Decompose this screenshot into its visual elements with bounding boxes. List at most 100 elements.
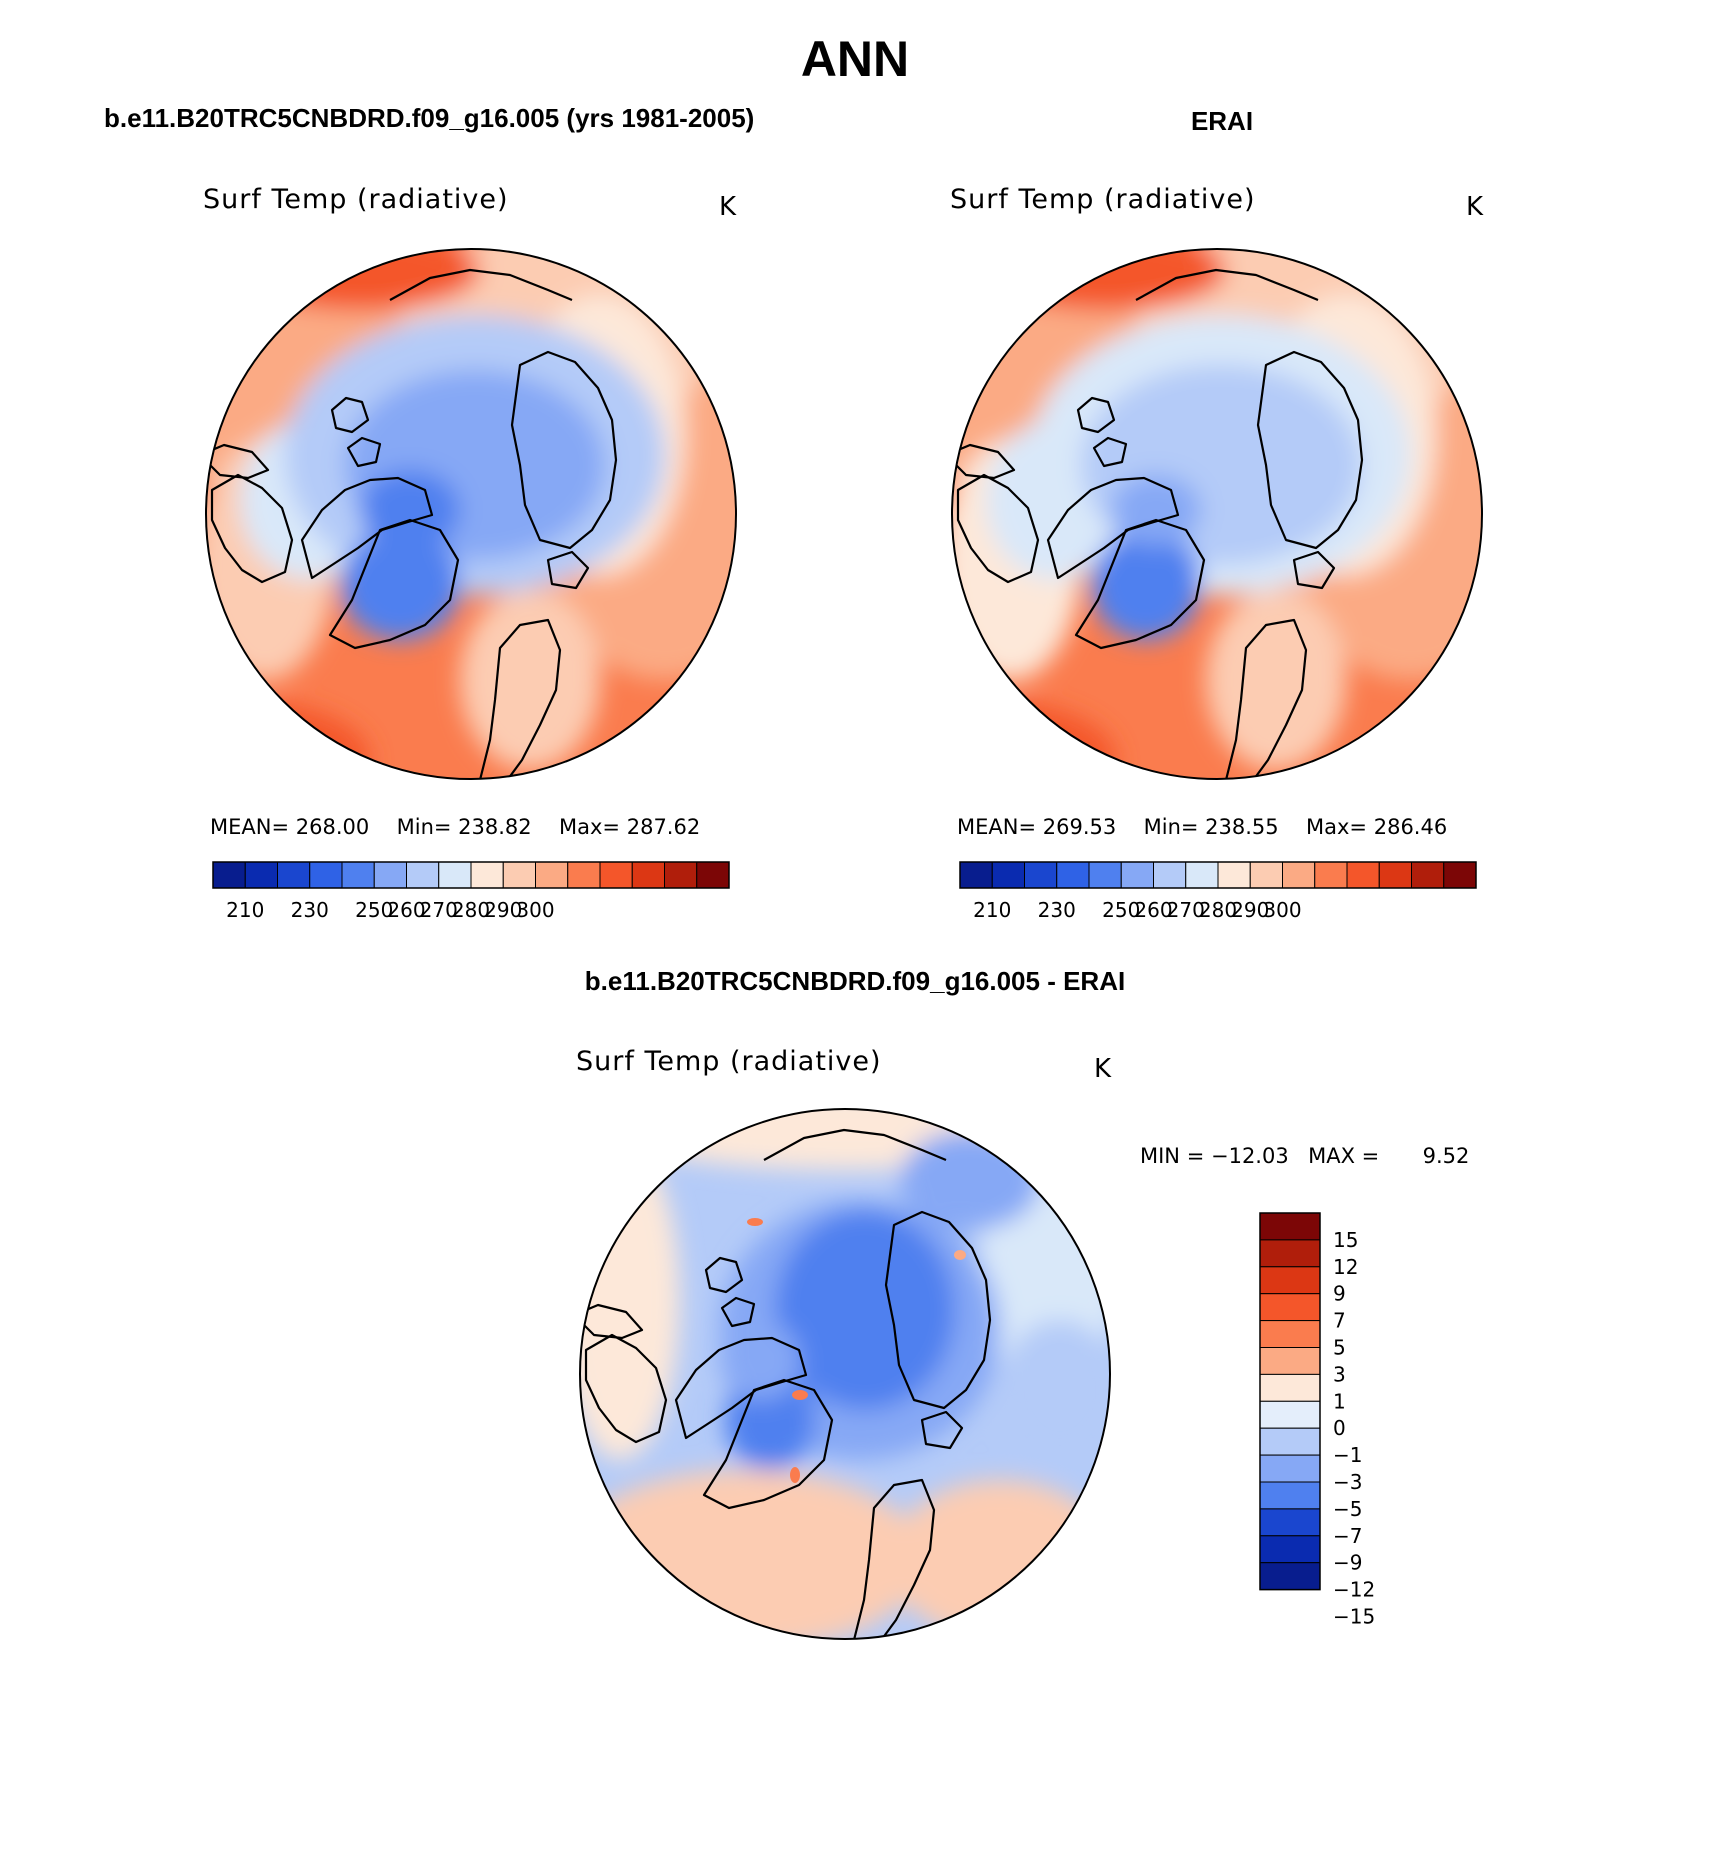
min-label: MIN = — [1140, 1144, 1205, 1168]
colorbar-tick-label: 290 — [1231, 898, 1269, 922]
colorbar-swatch — [599, 861, 633, 889]
colorbar-swatch — [502, 861, 536, 889]
colorbar-tick-label: 1 — [1333, 1389, 1346, 1413]
colorbar-swatch — [1259, 1535, 1321, 1564]
colorbar-tick-label: −7 — [1333, 1524, 1362, 1548]
colorbar-tick-label: 270 — [420, 898, 458, 922]
colorbar-tick-label: 300 — [516, 898, 554, 922]
erai-panel-heading: ERAI — [1190, 106, 1254, 136]
colorbar-swatch — [1249, 861, 1283, 889]
colorbar-swatch — [1443, 861, 1477, 889]
difference-colorbar: 15 12 9 7 53 1 0 −1 −3 −5 −7 −9 −12 −15 — [1259, 1212, 1375, 1629]
colorbar-swatch — [1185, 861, 1219, 889]
colorbar-swatch — [1259, 1508, 1321, 1537]
max-label: Max= — [1306, 815, 1368, 839]
colorbar-swatch — [696, 861, 730, 889]
colorbar-swatch — [1259, 1293, 1321, 1322]
difference-stats: MIN = −12.03 MAX = 9.52 — [1140, 1144, 1469, 1168]
colorbar-tick-label: 7 — [1333, 1309, 1346, 1333]
min-label: Min= — [396, 815, 452, 839]
colorbar-swatch — [438, 861, 472, 889]
colorbar-tick-label: 210 — [973, 898, 1011, 922]
colorbar-tick-label: 280 — [452, 898, 490, 922]
erai-stats: MEAN= 269.53 Min= 238.55 Max= 286.46 — [957, 815, 1447, 839]
colorbar-swatch — [1282, 861, 1316, 889]
erai-units-label: K — [1466, 192, 1484, 222]
colorbar-swatch — [664, 861, 698, 889]
figure-title: ANN — [800, 31, 910, 87]
colorbar-tick-label: 290 — [484, 898, 522, 922]
colorbar-swatch — [1024, 861, 1058, 889]
colorbar-swatch — [1259, 1320, 1321, 1348]
colorbar-swatch — [406, 861, 440, 889]
colorbar-tick-label: 230 — [291, 898, 329, 922]
colorbar-tick-label: 250 — [355, 898, 393, 922]
colorbar-tick-label: 12 — [1333, 1255, 1358, 1279]
model-units-label: K — [719, 192, 737, 222]
colorbar-swatch — [1259, 1481, 1321, 1510]
difference-units-label: K — [1094, 1054, 1112, 1084]
colorbar-swatch — [277, 861, 311, 889]
mean-value: 269.53 — [1042, 815, 1117, 839]
max-value: 9.52 — [1422, 1144, 1470, 1168]
min-value: 238.55 — [1205, 815, 1279, 839]
colorbar-tick-label: 280 — [1199, 898, 1237, 922]
colorbar-swatch — [1346, 861, 1380, 889]
colorbar-tick-label: −1 — [1333, 1443, 1362, 1467]
colorbar-tick-label: 270 — [1167, 898, 1205, 922]
difference-polar-map — [579, 1108, 1111, 1640]
colorbar-tick-label: 3 — [1333, 1362, 1346, 1386]
colorbar-tick-label: 230 — [1038, 898, 1076, 922]
max-value: 287.62 — [626, 815, 701, 839]
colorbar-swatch — [1153, 861, 1187, 889]
colorbar-swatch — [309, 861, 343, 889]
mean-label: MEAN= — [210, 815, 290, 839]
colorbar-frame — [959, 861, 1477, 889]
colorbar-swatch — [1411, 861, 1445, 889]
colorbar-tick-label: 260 — [1134, 898, 1172, 922]
erai-variable-label: Surf Temp (radiative) — [950, 184, 1256, 215]
colorbar-swatch — [1217, 861, 1251, 889]
colorbar-tick-label: −15 — [1333, 1605, 1375, 1629]
colorbar-swatch — [959, 861, 993, 889]
colorbar-tick-label: −3 — [1333, 1470, 1362, 1494]
colorbar-tick-label: −12 — [1333, 1578, 1375, 1602]
colorbar-swatch — [1088, 861, 1122, 889]
colorbar-swatch — [631, 861, 665, 889]
colorbar-frame — [212, 861, 730, 889]
colorbar-tick-label: −5 — [1333, 1497, 1362, 1521]
colorbar-swatch — [1259, 1562, 1321, 1591]
colorbar-tick-label: 0 — [1333, 1416, 1346, 1440]
colorbar-swatch — [567, 861, 601, 889]
colorbar-tick-label: 9 — [1333, 1282, 1346, 1306]
colorbar-swatch — [535, 861, 569, 889]
max-label: Max= — [559, 815, 621, 839]
colorbar-swatch — [1314, 861, 1348, 889]
colorbar-swatch — [373, 861, 407, 889]
model-panel-heading: b.e11.B20TRC5CNBDRD.f09_g16.005 (yrs 198… — [104, 103, 755, 133]
erai-polar-map — [951, 248, 1483, 780]
colorbar-swatch — [1259, 1454, 1321, 1483]
colorbar-swatch — [1259, 1212, 1321, 1241]
colorbar-tick-label: 15 — [1333, 1228, 1358, 1252]
colorbar-tick-label: −9 — [1333, 1551, 1362, 1575]
colorbar-swatch — [1259, 1400, 1321, 1429]
colorbar-swatch — [1259, 1427, 1321, 1456]
max-label: MAX = — [1308, 1144, 1380, 1168]
colorbar-tick-label: 210 — [226, 898, 264, 922]
colorbar-tick-label: 5 — [1333, 1336, 1346, 1360]
min-value: 238.82 — [458, 815, 532, 839]
colorbar-tick-label: 300 — [1263, 898, 1301, 922]
colorbar-swatch — [1120, 861, 1154, 889]
model-stats: MEAN= 268.00 Min= 238.82 Max= 287.62 — [210, 815, 700, 839]
colorbar-swatch — [212, 861, 246, 889]
max-value: 286.46 — [1373, 815, 1448, 839]
min-value: −12.03 — [1210, 1144, 1289, 1168]
colorbar-tick-label: 250 — [1102, 898, 1140, 922]
colorbar-frame — [1259, 1212, 1321, 1591]
model-variable-label: Surf Temp (radiative) — [203, 184, 509, 215]
min-label: Min= — [1143, 815, 1199, 839]
mean-value: 268.00 — [295, 815, 370, 839]
